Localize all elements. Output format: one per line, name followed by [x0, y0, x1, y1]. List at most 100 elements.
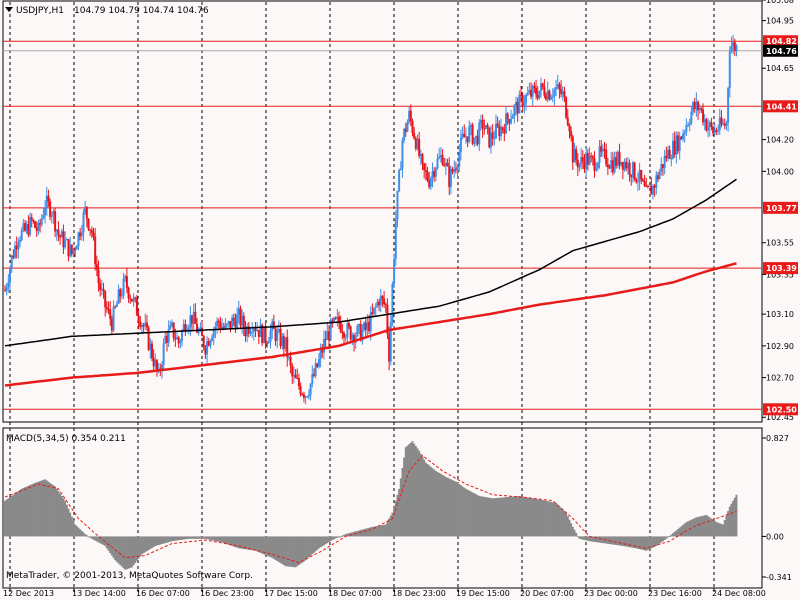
dropdown-arrow-icon[interactable] — [5, 7, 13, 12]
candle-body — [312, 374, 315, 376]
candle-body — [598, 146, 601, 163]
macd-bar — [651, 536, 654, 548]
candle-body — [458, 151, 461, 167]
macd-bar — [174, 536, 177, 541]
candle-body — [165, 335, 168, 343]
candle-body — [346, 323, 349, 338]
macd-bar — [304, 536, 307, 561]
macd-bar — [720, 523, 723, 537]
candle-body — [438, 156, 441, 159]
candle-body — [192, 311, 195, 324]
macd-bar — [94, 536, 97, 541]
candle-body — [448, 166, 451, 187]
macd-bar — [286, 536, 289, 567]
candle-body — [224, 324, 227, 329]
macd-bar — [414, 445, 417, 537]
macd-bar — [239, 536, 242, 549]
candle-body — [568, 125, 571, 132]
candle-body — [449, 169, 452, 187]
current-price-label: 104.76 — [766, 47, 797, 56]
candle-body — [327, 331, 330, 341]
candle-body — [114, 306, 117, 308]
candle-body — [206, 341, 209, 355]
macd-bar — [618, 536, 621, 546]
level-label-bg — [763, 403, 798, 416]
macd-bar — [682, 524, 685, 537]
candle-body — [72, 249, 75, 254]
candle-body — [616, 151, 619, 166]
macd-bar — [680, 526, 683, 537]
macd-bar — [443, 475, 446, 537]
macd-bar — [610, 536, 613, 545]
macd-bar — [9, 497, 12, 537]
macd-bar — [12, 494, 15, 537]
macd-bar — [510, 496, 513, 537]
macd-bar — [643, 536, 646, 551]
candle-body — [413, 132, 416, 139]
candle-body — [660, 164, 663, 172]
candle-body — [99, 283, 102, 290]
macd-bar — [334, 536, 337, 539]
macd-bar — [558, 506, 561, 537]
macd-bar — [661, 536, 664, 542]
macd-bar — [246, 536, 249, 550]
macd-bar — [413, 443, 416, 537]
candle-body — [356, 326, 359, 336]
macd-bar — [329, 536, 332, 542]
candle-body — [406, 121, 409, 132]
macd-bar — [254, 536, 257, 551]
candle-body — [556, 84, 559, 88]
candle-body — [107, 309, 110, 311]
price-tick-label: 102.45 — [766, 413, 794, 422]
candle-body — [272, 321, 275, 329]
candle-body — [135, 298, 138, 316]
macd-bar — [702, 515, 705, 537]
macd-bar — [506, 496, 509, 537]
macd-bar — [363, 529, 366, 537]
macd-bar — [369, 527, 372, 537]
macd-bar — [189, 536, 192, 539]
macd-bar — [732, 500, 735, 537]
candle-body — [102, 288, 105, 291]
macd-bar — [257, 536, 260, 553]
candle-body — [311, 374, 314, 384]
candle-body — [546, 90, 549, 100]
time-tick-label: 12 Dec 2013 — [3, 589, 54, 598]
candle-body — [678, 136, 681, 152]
candle-body — [314, 363, 317, 376]
macd-bar — [264, 536, 267, 555]
candle-body — [707, 127, 710, 131]
candle-body — [595, 168, 598, 171]
macd-bar — [317, 536, 320, 549]
macd-bar — [97, 536, 100, 543]
horizontal-levels[interactable] — [3, 40, 762, 410]
candle-body — [705, 119, 708, 131]
candle-body — [129, 298, 132, 300]
macd-bar — [493, 498, 496, 537]
candle-body — [349, 326, 352, 340]
candle-body — [369, 312, 372, 332]
candle-body — [456, 166, 459, 171]
candle-body — [573, 149, 576, 163]
macd-bar — [150, 536, 153, 549]
macd-bar — [196, 536, 199, 539]
macd-bar — [176, 536, 179, 541]
candle-body — [368, 321, 371, 332]
candle-body — [494, 123, 497, 139]
macd-bar — [717, 522, 720, 537]
macd-bar — [34, 482, 37, 537]
time-tick-label: 16 Dec 23:00 — [200, 589, 254, 598]
candle-body — [418, 138, 421, 156]
macd-bar — [456, 482, 459, 537]
candle-body — [332, 317, 335, 322]
candle-body — [212, 329, 215, 338]
macd-bar — [35, 482, 38, 537]
candle-body — [227, 321, 230, 324]
macd-bar — [262, 536, 265, 555]
macd-bar — [157, 536, 160, 545]
macd-bar — [142, 536, 145, 554]
macd-bar — [635, 536, 638, 549]
macd-bar — [580, 536, 583, 540]
